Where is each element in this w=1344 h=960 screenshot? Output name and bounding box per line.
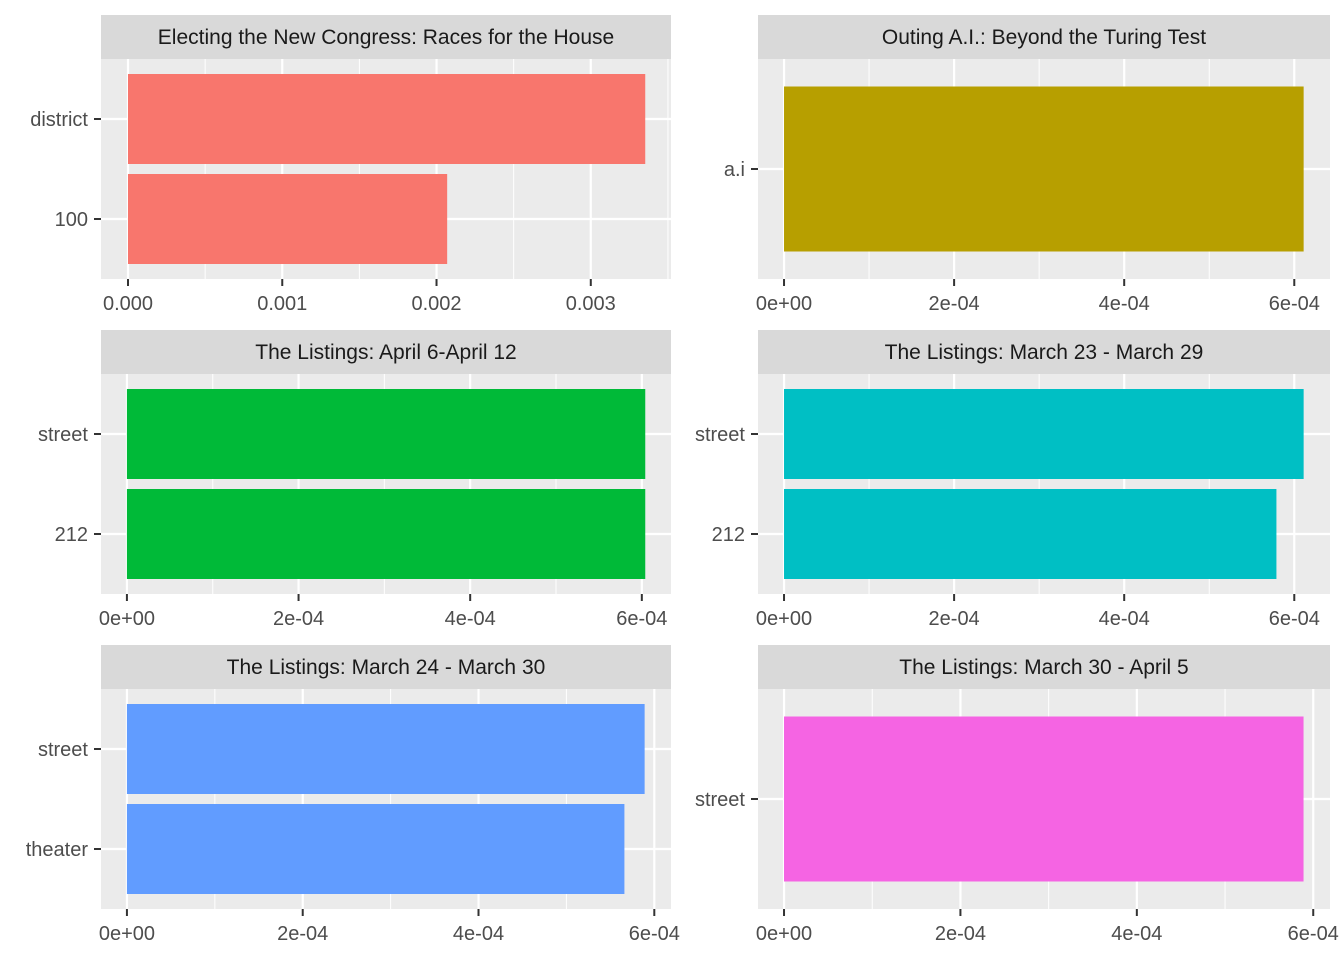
panel-1-y-tick-label: 100: [55, 209, 88, 231]
panel-1-strip: [101, 15, 671, 59]
panel-6: The Listings: March 30 - April 5 street 0e…: [695, 645, 1339, 945]
panel-1-x-tick-label: 0.001: [257, 293, 307, 315]
panel-3-title: The Listings: April 6-April 12: [255, 341, 516, 364]
panel-6-x-tick-label: 6e-04: [1288, 923, 1339, 945]
panel-2-bar-1: [784, 86, 1304, 252]
panel-4-strip: [758, 330, 1330, 374]
panel-1-x-tick-label: 0.002: [411, 293, 461, 315]
panel-5-x-tick-label: 4e-04: [453, 923, 504, 945]
panel-6-bar-1: [784, 716, 1304, 882]
panel-6-x-tick-label: 0e+00: [756, 923, 812, 945]
panel-3-y-tick-label: 212: [55, 524, 88, 546]
panel-2-x-tick-label: 4e-04: [1099, 293, 1150, 315]
panel-5-x-tick-label: 2e-04: [277, 923, 328, 945]
panel-6-y-tick-label: street: [695, 789, 745, 811]
panel-5-bar-2: [126, 804, 625, 894]
panel-1-bar-1: [127, 74, 646, 164]
panel-3-bar-2: [126, 489, 646, 579]
panel-2-strip: [758, 15, 1330, 59]
panel-2-x-tick-label: 2e-04: [929, 293, 980, 315]
panel-6-strip: [758, 645, 1330, 689]
panel-1-bar-2: [127, 174, 448, 264]
panel-2-x-tick-label: 6e-04: [1269, 293, 1320, 315]
panel-3-x-tick-label: 2e-04: [273, 608, 324, 630]
panel-5-y-tick-label: theater: [26, 839, 89, 861]
panel-2: Outing A.I.: Beyond the Turing Test a.i 0e…: [724, 15, 1330, 315]
panel-5-y-tick-label: street: [38, 739, 88, 761]
panel-4-x-tick-label: 0e+00: [756, 608, 812, 630]
panel-6-x-tick-label: 4e-04: [1111, 923, 1162, 945]
panel-3-bar-1: [126, 389, 646, 479]
panel-6-title: The Listings: March 30 - April 5: [899, 656, 1188, 679]
panel-3-x-tick-label: 4e-04: [445, 608, 496, 630]
panel-2-x-tick-label: 0e+00: [756, 293, 812, 315]
panel-5-title: The Listings: March 24 - March 30: [227, 656, 546, 679]
panel-4-y-tick-label: 212: [712, 524, 745, 546]
panel-5: The Listings: March 24 - March 30 street t…: [26, 645, 680, 945]
panel-1-x-tick-label: 0.003: [566, 293, 616, 315]
panel-3-x-tick-label: 6e-04: [616, 608, 667, 630]
panel-1-x-tick-label: 0.000: [103, 293, 153, 315]
panel-5-bar-1: [126, 704, 645, 794]
panel-4-title: The Listings: March 23 - March 29: [885, 341, 1204, 364]
panel-5-x-tick-label: 0e+00: [99, 923, 155, 945]
panel-4-bar-2: [784, 489, 1277, 579]
panel-1-y-tick-label: district: [30, 109, 88, 131]
panel-2-title: Outing A.I.: Beyond the Turing Test: [882, 26, 1206, 49]
panel-1-title: Electing the New Congress: Races for the…: [158, 26, 614, 49]
panel-4-x-tick-label: 2e-04: [929, 608, 980, 630]
panel-4-bar-1: [784, 389, 1304, 479]
panel-1: Electing the New Congress: Races for the…: [30, 15, 671, 315]
panel-3-y-tick-label: street: [38, 424, 88, 446]
panel-5-x-tick-label: 6e-04: [629, 923, 680, 945]
panel-5-strip: [101, 645, 671, 689]
panel-4-x-tick-label: 6e-04: [1269, 608, 1320, 630]
panel-4: The Listings: March 23 - March 29 street 2…: [695, 330, 1330, 630]
panel-4-y-tick-label: street: [695, 424, 745, 446]
panel-4-x-tick-label: 4e-04: [1099, 608, 1150, 630]
panel-3-strip: [101, 330, 671, 374]
panel-6-x-tick-label: 2e-04: [935, 923, 986, 945]
panel-3: The Listings: April 6-April 12 street 212 0…: [38, 330, 671, 630]
panel-2-y-tick-label: a.i: [724, 159, 745, 181]
panel-3-x-tick-label: 0e+00: [99, 608, 155, 630]
